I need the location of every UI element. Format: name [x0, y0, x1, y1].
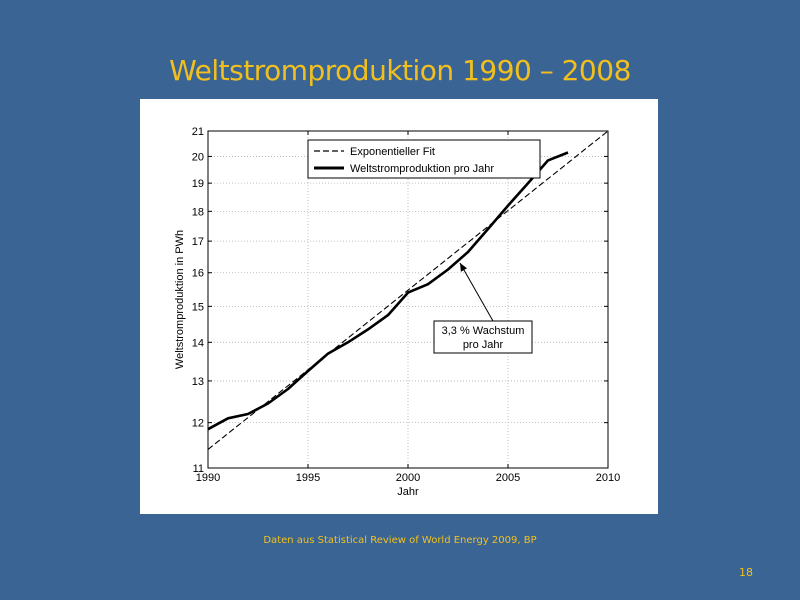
- y-axis-label: Weltstromproduktion in PWh: [174, 230, 186, 369]
- slide-title: Weltstromproduktion 1990 – 2008: [169, 54, 631, 87]
- growth-annotation: 3,3 % Wachstum pro Jahr: [433, 262, 533, 354]
- annotation-arrowhead: [460, 263, 467, 272]
- axis-ticks: 1990 1995 2000 2005 2010 11 12 13 14 15 16 17 18 19 20…: [192, 126, 620, 484]
- annotation-text-line-2: pro Jahr: [463, 339, 504, 351]
- annotation-arrow: [459, 262, 494, 322]
- legend-label-exponential-fit: Exponentieller Fit: [350, 146, 435, 158]
- y-tick-label: 14: [192, 337, 204, 349]
- legend: Exponentieller Fit Weltstromproduktion p…: [307, 139, 541, 179]
- y-tick-label: 18: [192, 206, 204, 218]
- series-line-production: [207, 151, 569, 431]
- page-number: 18: [739, 566, 753, 579]
- series-line-exponential-fit: [207, 130, 609, 450]
- y-tick-label: 12: [192, 418, 204, 430]
- y-tick-label: 21: [192, 126, 204, 138]
- y-tick-label: 13: [192, 376, 204, 388]
- y-tick-label: 17: [192, 236, 204, 248]
- x-axis-label: Jahr: [397, 486, 419, 498]
- x-tick-label: 1990: [196, 472, 220, 484]
- x-tick-label: 2000: [396, 472, 420, 484]
- series-layer: [207, 130, 609, 450]
- x-tick-label: 1995: [296, 472, 320, 484]
- y-tick-label: 11: [193, 463, 204, 475]
- grid: [208, 131, 608, 468]
- chart-panel: 1990 1995 2000 2005 2010 11 12 13 14 15 16 17 18 19 20…: [140, 99, 658, 514]
- y-tick-label: 19: [192, 178, 204, 190]
- x-tick-label: 2010: [596, 472, 620, 484]
- legend-label-production: Weltstromproduktion pro Jahr: [350, 163, 494, 175]
- y-tick-label: 15: [192, 301, 204, 313]
- legend-box: [307, 139, 541, 179]
- y-tick-label: 20: [192, 151, 204, 163]
- source-note: Daten aus Statistical Review of World En…: [263, 535, 537, 546]
- x-tick-label: 2005: [496, 472, 520, 484]
- chart: 1990 1995 2000 2005 2010 11 12 13 14 15 16 17 18 19 20…: [174, 126, 620, 498]
- y-tick-label: 16: [192, 268, 204, 280]
- annotation-box: [433, 320, 533, 354]
- annotation-text-line-1: 3,3 % Wachstum: [442, 325, 525, 337]
